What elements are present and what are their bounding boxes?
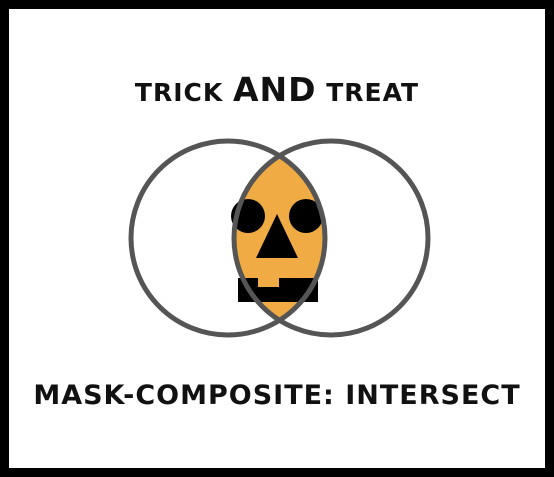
caption-mask-composite: MASK-COMPOSITE: INTERSECT <box>33 380 521 411</box>
title-trick: TRICK <box>134 78 233 107</box>
title-treat: TREAT <box>316 78 420 107</box>
right-circle-treat <box>231 138 431 338</box>
left-circle-trick <box>128 138 328 338</box>
right-eye <box>289 199 323 233</box>
mouth <box>238 278 318 302</box>
title-and: AND <box>232 70 317 109</box>
nose-triangle <box>256 214 298 258</box>
diagram-title: TRICK AND TREAT <box>0 70 554 109</box>
